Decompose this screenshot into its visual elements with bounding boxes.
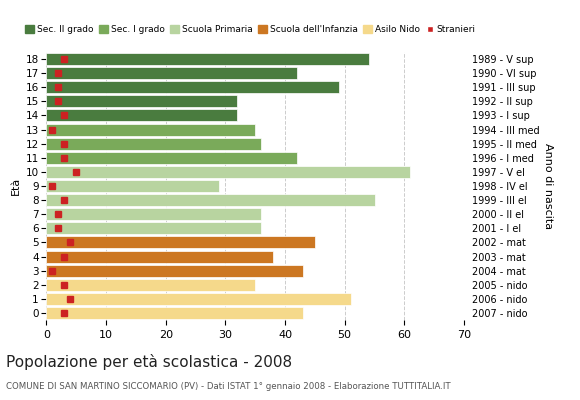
- Bar: [46, 222, 261, 234]
- Bar: [46, 250, 273, 262]
- Bar: [46, 236, 315, 248]
- Bar: [46, 138, 261, 150]
- Bar: [46, 166, 410, 178]
- Bar: [46, 124, 255, 136]
- Text: COMUNE DI SAN MARTINO SICCOMARIO (PV) - Dati ISTAT 1° gennaio 2008 - Elaborazion: COMUNE DI SAN MARTINO SICCOMARIO (PV) - …: [6, 382, 451, 391]
- Bar: [46, 152, 297, 164]
- Bar: [46, 67, 297, 79]
- Bar: [46, 110, 237, 122]
- Bar: [46, 265, 303, 277]
- Bar: [46, 279, 255, 291]
- Bar: [46, 53, 368, 65]
- Bar: [46, 81, 339, 93]
- Legend: Sec. II grado, Sec. I grado, Scuola Primaria, Scuola dell'Infanzia, Asilo Nido, : Sec. II grado, Sec. I grado, Scuola Prim…: [21, 22, 480, 38]
- Text: Popolazione per età scolastica - 2008: Popolazione per età scolastica - 2008: [6, 354, 292, 370]
- Y-axis label: Anno di nascita: Anno di nascita: [543, 143, 553, 229]
- Bar: [46, 208, 261, 220]
- Y-axis label: Età: Età: [12, 177, 21, 195]
- Bar: [46, 307, 303, 319]
- Bar: [46, 194, 375, 206]
- Bar: [46, 95, 237, 107]
- Bar: [46, 180, 219, 192]
- Bar: [46, 293, 351, 305]
